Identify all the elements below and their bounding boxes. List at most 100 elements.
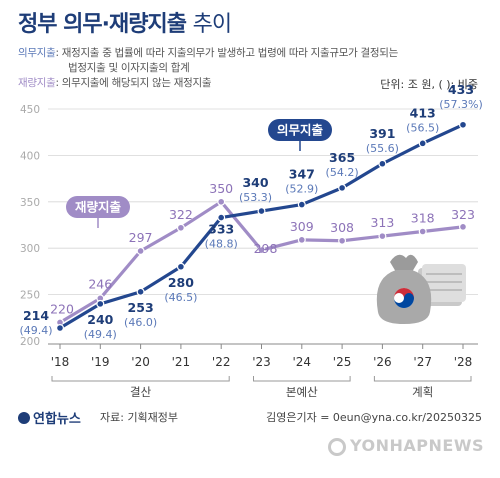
mandatory-share-label: (48.8) <box>205 238 238 251</box>
group-bracket <box>51 376 230 382</box>
group-bracket <box>373 376 472 382</box>
mandatory-value-label: 413 <box>410 105 436 120</box>
mandatory-point <box>96 299 105 308</box>
series-discretionary: 220 246 297 322 350 298 309 308 313 318 323 <box>50 181 475 327</box>
legend-mandatory-label: 의무지출 <box>277 123 324 138</box>
discretionary-point <box>297 235 306 244</box>
discretionary-value-label: 350 <box>209 181 233 196</box>
group-label: 본예산 <box>286 385 318 399</box>
mandatory-share-label: (46.5) <box>164 291 197 304</box>
watermark-text: YONHAPNEWS <box>350 436 484 455</box>
discretionary-value-label: 298 <box>254 241 278 256</box>
yonhap-logo: 연합뉴스 <box>18 408 81 427</box>
discretionary-value-label: 318 <box>411 210 435 225</box>
mandatory-share-label: (55.6) <box>366 142 399 155</box>
discretionary-point <box>136 246 145 255</box>
money-bag-icon <box>376 254 466 324</box>
x-axis: '18 '19 '20 '21 '22 '23 '24 '25 '26 '27 '28 <box>48 343 478 369</box>
group-label: 계획 <box>412 385 433 399</box>
x-tick-label: '26 <box>373 355 392 369</box>
discretionary-point <box>338 236 347 245</box>
discretionary-value-label: 297 <box>129 230 153 245</box>
discretionary-value-label: 220 <box>50 301 74 316</box>
legend-mandatory-badge <box>268 119 332 141</box>
x-tick-label: '25 <box>333 355 352 369</box>
mandatory-share-label: (57.3%) <box>439 98 483 111</box>
discretionary-value-label: 323 <box>451 207 475 222</box>
y-tick-label: 400 <box>20 150 40 162</box>
mandatory-share-label: (53.3) <box>239 191 272 204</box>
mandatory-point <box>418 139 427 148</box>
credit-text: 김영은기자 = 0eun@yna.co.kr/20250325 <box>266 411 482 424</box>
yonhap-logo-icon <box>18 412 30 424</box>
mandatory-value-label: 280 <box>168 275 194 290</box>
discretionary-point <box>459 222 468 231</box>
mandatory-value-label: 253 <box>128 300 154 315</box>
group-bracket <box>253 376 351 382</box>
mandatory-point <box>176 262 185 271</box>
definition-discretionary-text: : 의무지출에 해당되지 않는 재정지출 <box>55 77 212 89</box>
mandatory-value-label: 214 <box>23 308 49 323</box>
mandatory-value-label: 433 <box>448 82 474 97</box>
definition-mandatory-term: 의무지출 <box>18 47 56 59</box>
mandatory-point <box>378 159 387 168</box>
mandatory-point <box>338 183 347 192</box>
y-tick-label: 350 <box>20 197 40 209</box>
mandatory-point <box>55 324 64 333</box>
mandatory-share-label: (49.4) <box>19 324 52 337</box>
group-label: 결산 <box>130 385 152 399</box>
discretionary-value-label: 308 <box>330 220 354 235</box>
discretionary-value-label: 246 <box>88 276 112 291</box>
mandatory-point <box>459 120 468 129</box>
yonhap-logo-text: 연합뉴스 <box>33 412 81 427</box>
mandatory-value-label: 365 <box>329 150 355 165</box>
unit-label: 단위: 조 원, ( ): 비중 <box>380 78 478 91</box>
discretionary-value-label: 309 <box>290 219 314 234</box>
discretionary-point <box>378 232 387 241</box>
x-tick-label: '21 <box>172 355 191 369</box>
x-tick-label: '20 <box>131 355 150 369</box>
y-tick-label: 200 <box>20 336 40 348</box>
discretionary-point <box>217 197 226 206</box>
mandatory-point <box>217 213 226 222</box>
mandatory-share-label: (54.2) <box>326 166 359 179</box>
x-tick-label: '27 <box>413 355 432 369</box>
mandatory-share-label: (56.5) <box>406 121 439 134</box>
discretionary-point <box>257 246 266 255</box>
mandatory-value-label: 391 <box>369 126 395 141</box>
mandatory-point <box>136 287 145 296</box>
discretionary-value-label: 313 <box>370 215 394 230</box>
mandatory-value-label: 240 <box>87 312 113 327</box>
title-main: 정부 의무·재량지출 <box>18 12 187 37</box>
definition-discretionary-term: 재량지출 <box>18 77 56 89</box>
discretionary-value-label: 322 <box>169 207 193 222</box>
watermark: YONHAPNEWS <box>328 436 484 456</box>
definition-mandatory-cont: 법정지출 및 이자지출의 합계 <box>68 62 190 74</box>
mandatory-share-label: (52.9) <box>285 183 318 196</box>
definition-mandatory-text: : 재정지출 중 법률에 따라 지출의무가 발생하고 법령에 따라 지출규모가 … <box>55 47 398 59</box>
legend-mandatory: 의무지출 <box>268 119 332 151</box>
mandatory-share-label: (49.4) <box>84 328 117 341</box>
definition-mandatory: 의무지출: 재정지출 중 법률에 따라 지출의무가 발생하고 법령에 따라 지출… <box>18 46 398 61</box>
x-tick-label: '18 <box>51 355 70 369</box>
source-text: 자료: 기획재정부 <box>100 411 179 424</box>
x-tick-label: '24 <box>293 355 312 369</box>
definitions: 의무지출: 재정지출 중 법률에 따라 지출의무가 발생하고 법령에 따라 지출… <box>18 46 398 91</box>
mandatory-value-label: 340 <box>242 175 268 190</box>
discretionary-point <box>418 227 427 236</box>
y-tick-label: 450 <box>20 104 40 116</box>
mandatory-value-label: 333 <box>208 222 234 237</box>
mandatory-point <box>257 207 266 216</box>
period-groups: 결산 본예산 계획 <box>51 376 472 399</box>
title-suffix: 추이 <box>192 12 232 37</box>
series-mandatory: 214(49.4)240(49.4)253(46.0)280(46.5)333(… <box>19 82 482 341</box>
x-tick-label: '23 <box>252 355 271 369</box>
mandatory-share-label: (46.0) <box>124 316 157 329</box>
page-title: 정부 의무·재량지출 추이 <box>18 6 232 38</box>
y-axis-ticks: 200 250 300 350 400 450 <box>20 104 40 348</box>
y-tick-label: 300 <box>20 243 40 255</box>
mandatory-point <box>297 200 306 209</box>
legend-discretionary-label: 재량지출 <box>75 200 122 215</box>
legend-discretionary: 재량지출 <box>66 196 130 228</box>
